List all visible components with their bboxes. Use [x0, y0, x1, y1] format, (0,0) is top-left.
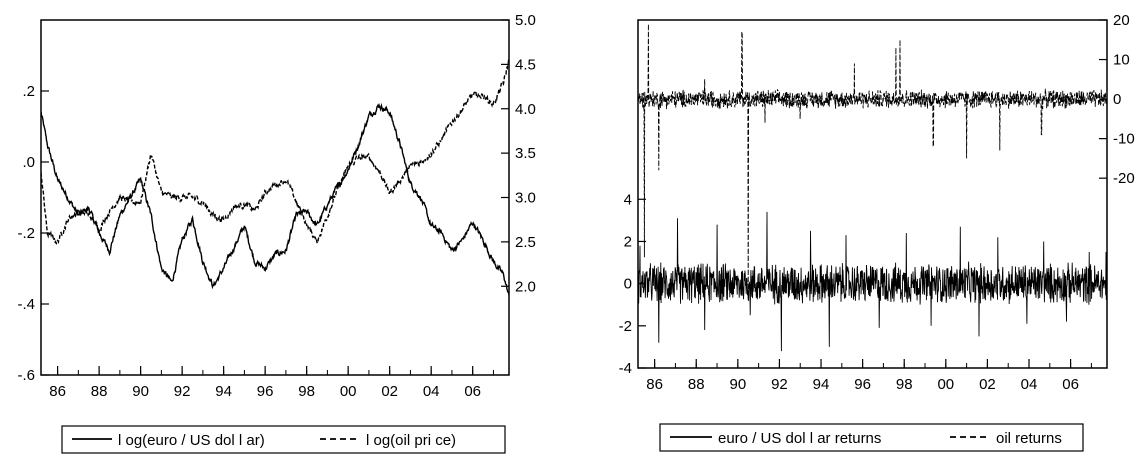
y-right-tick-label: 2.0 — [515, 278, 536, 295]
chart-returns-plot — [638, 23, 1107, 352]
x-tick-label: 06 — [464, 383, 481, 400]
y-left-tick-label: -4 — [619, 360, 632, 377]
legend-entry-euro-usd-returns: euro / US dol l ar returns — [718, 430, 881, 447]
series-line-solid-0 — [41, 102, 509, 296]
x-tick-label: 86 — [646, 376, 663, 393]
series-line-dashed-1 — [638, 23, 1107, 297]
series-group — [638, 23, 1107, 352]
y-right-tick-label: 2.5 — [515, 234, 536, 251]
x-tick-label: 98 — [896, 376, 913, 393]
legend-entry-euro-usd-log: l og(euro / US dol l ar) — [118, 432, 265, 449]
y-left-tick-label: -.4 — [17, 296, 35, 313]
x-tick-label: 02 — [979, 376, 996, 393]
chart-returns-legend: euro / US dol l ar returns oil returns — [659, 423, 1084, 452]
x-tick-label: 00 — [937, 376, 954, 393]
y-left-tick-label: 0 — [624, 276, 632, 293]
y-right-tick-label: 10 — [1113, 52, 1130, 69]
chart-returns-frame — [637, 19, 1108, 369]
y-left-tick-label: .2 — [22, 83, 35, 100]
x-tick-label: 88 — [91, 383, 108, 400]
y-left-tick-label: -.6 — [17, 367, 35, 384]
x-tick-label: 90 — [132, 383, 149, 400]
y-right-tick-label: 3.0 — [515, 190, 536, 207]
y-right-tick-label: 4.5 — [515, 56, 536, 73]
y-left-tick-label: 2 — [624, 233, 632, 250]
y-right-tick-label: 20 — [1113, 12, 1130, 29]
y-right-tick-label: 4.0 — [515, 101, 536, 118]
x-tick-label: 00 — [340, 383, 357, 400]
x-tick-label: 88 — [688, 376, 705, 393]
chart-levels: 86 88 90 92 94 96 98 00 02 04 06 -.6 -.4 -.2 .0 .2 2.0 2.… — [17, 12, 536, 454]
x-tick-label: 06 — [1062, 376, 1079, 393]
x-tick-label: 92 — [771, 376, 788, 393]
series-group — [41, 59, 509, 296]
y-left-tick-label: -.2 — [17, 225, 35, 242]
y-right-tick-label: 5.0 — [515, 12, 536, 29]
y-right-tick-label: -10 — [1113, 131, 1135, 148]
x-tick-label: 86 — [49, 383, 66, 400]
x-tick-label: 02 — [381, 383, 398, 400]
x-tick-label: 90 — [729, 376, 746, 393]
y-left-tick-label: 4 — [624, 191, 632, 208]
legend-entry-oil-returns: oil returns — [996, 430, 1062, 447]
legend-box — [61, 425, 506, 454]
chart-returns: 86 88 90 92 94 96 98 00 02 04 06-4-2024-20-1001020… — [619, 12, 1135, 452]
x-tick-label: 98 — [298, 383, 315, 400]
x-tick-label: 94 — [813, 376, 830, 393]
legend-box — [659, 423, 1084, 452]
y-right-tick-label: -20 — [1113, 170, 1135, 187]
legend-entry-oil-log: l og(oil pri ce) — [366, 432, 456, 449]
chart-levels-frame — [40, 19, 510, 376]
x-tick-label: 94 — [215, 383, 232, 400]
series-line-dashed-1 — [41, 59, 509, 246]
chart-levels-plot — [41, 59, 509, 296]
y-left-tick-label: -2 — [619, 318, 632, 335]
x-tick-label: 04 — [423, 383, 440, 400]
y-right-tick-label: 3.5 — [515, 145, 536, 162]
chart-levels-axes: 86 88 90 92 94 96 98 00 02 04 06 -.6 -.4 -.2 .0 .2 2.0 2.… — [17, 12, 535, 400]
y-left-tick-label: .0 — [22, 154, 35, 171]
y-right-tick-label: 0 — [1113, 91, 1121, 108]
chart-levels-legend: l og(euro / US dol l ar) l og(oil pri ce… — [61, 425, 506, 454]
x-tick-label: 96 — [854, 376, 871, 393]
x-tick-label: 96 — [257, 383, 274, 400]
x-tick-label: 92 — [174, 383, 191, 400]
x-tick-label: 04 — [1021, 376, 1038, 393]
series-line-solid-0 — [638, 211, 1107, 352]
